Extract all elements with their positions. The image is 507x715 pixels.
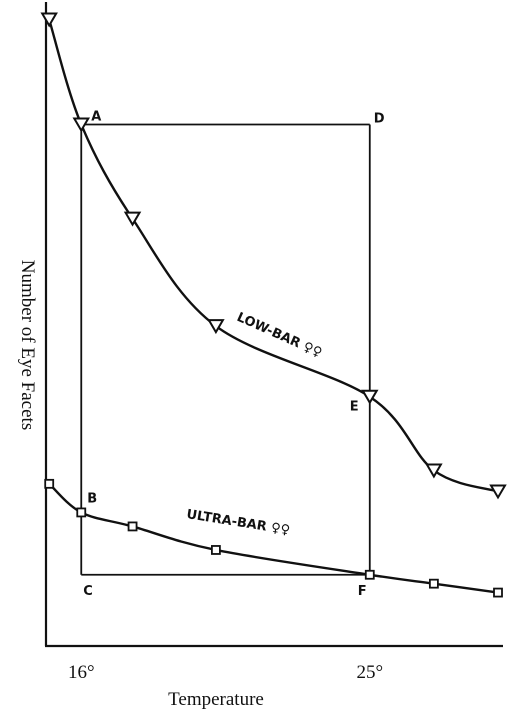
x-tick-label: 16° [68,662,95,683]
data-point-ultra-bar [211,545,221,555]
data-point-low-bar [72,117,91,133]
annotation-a: A [91,109,101,124]
data-point-ultra-bar [428,578,439,589]
data-point-low-bar [40,12,58,28]
data-point-ultra-bar [127,521,138,532]
annotation-f: F [358,584,367,599]
construction-lines [80,123,371,576]
annotation-d: D [374,111,385,126]
series-line-ultra-bar [48,482,499,594]
data-point-low-bar [207,319,225,335]
series-markers [40,12,507,598]
annotation-c: C [83,584,93,599]
x-axis-label: Temperature [168,689,264,710]
point-annotations: A B C D E F [83,109,385,598]
x-tick-labels: 16° 25° [68,662,383,683]
data-point-ultra-bar [44,478,55,489]
series-label-low-bar: LOW-BAR ♀♀ [234,310,324,361]
annotation-e: E [350,400,359,415]
series-label-ultra-bar: ULTRA-BAR ♀♀ [185,507,291,538]
data-point-ultra-bar [493,587,503,598]
data-point-low-bar [425,463,443,479]
y-axis-label: Number of Eye Facets [17,260,38,430]
data-point-low-bar [123,211,142,227]
data-point-ultra-bar [364,569,375,580]
data-point-low-bar [361,389,379,405]
annotation-b: B [87,491,97,506]
chart-frame [44,2,503,648]
x-tick-label: 25° [356,662,383,683]
series-line-low-bar [48,19,499,493]
data-point-ultra-bar [76,507,87,518]
data-point-low-bar [489,484,507,500]
series-curves [48,19,499,594]
